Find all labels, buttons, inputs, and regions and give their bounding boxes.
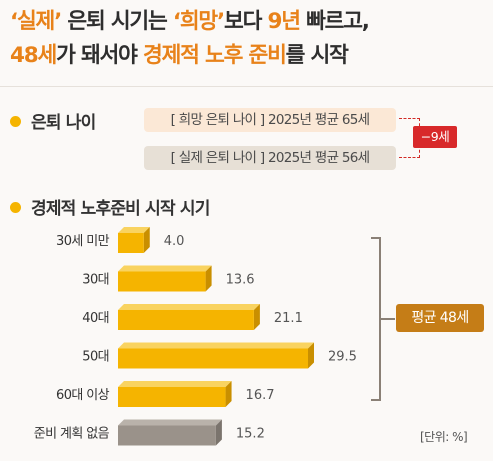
line2-part-1: 가 돼서야 xyxy=(56,43,144,68)
divider xyxy=(0,86,493,87)
line1-part-1: 은퇴 시기는 xyxy=(61,9,173,34)
section-title-retire-age: 은퇴 나이 xyxy=(31,113,96,133)
headline-line-1: ‘실제’ 은퇴 시기는 ‘희망’보다 9년 빠르고, xyxy=(10,4,370,35)
value-label: 16.7 xyxy=(246,388,275,403)
bullet-dot-icon xyxy=(10,116,21,127)
bar xyxy=(118,233,144,253)
value-label: 15.2 xyxy=(236,427,265,442)
bar-top xyxy=(118,381,232,387)
bar-side xyxy=(205,265,212,292)
category-label: 60대 이상 xyxy=(56,388,110,403)
value-label: 21.1 xyxy=(274,311,303,326)
headline-line-2: 48세가 돼서야 경제적 노후 준비를 시작 xyxy=(10,38,349,69)
bar-top xyxy=(118,342,314,349)
average-bracket-tick xyxy=(381,318,395,320)
line1-part-2: ‘희망’ xyxy=(172,9,225,34)
category-label: 30세 미만 xyxy=(56,234,110,249)
line2-part-2: 경제적 노후 준비 xyxy=(143,43,287,68)
bar xyxy=(118,348,308,369)
bar xyxy=(118,425,216,446)
category-label: 30대 xyxy=(82,273,109,288)
line1-part-5: 빠르고, xyxy=(299,9,370,34)
bullet-dot-icon xyxy=(10,202,21,213)
average-bracket xyxy=(371,237,381,401)
unit-note: [단위: %] xyxy=(420,430,468,444)
category-label: 50대 xyxy=(82,350,109,365)
hope-retire-age-box: [ 희망 은퇴 나이 ] 2025년 평균 65세 xyxy=(144,108,396,132)
bar xyxy=(118,271,206,292)
bar-top xyxy=(118,227,150,233)
bar xyxy=(118,387,226,407)
line1-part-4: 9년 xyxy=(267,9,301,34)
bar-top xyxy=(118,265,212,272)
gap-badge: −9세 xyxy=(413,126,457,148)
average-age-badge: 평균 48세 xyxy=(396,304,484,332)
line1-part-3: 보다 xyxy=(223,9,268,34)
bar-side xyxy=(253,304,260,330)
real-retire-age-box: [ 실제 은퇴 나이 ] 2025년 평균 56세 xyxy=(144,146,396,170)
line2-part-3: 를 시작 xyxy=(285,43,349,68)
value-label: 13.6 xyxy=(226,273,255,288)
category-label: 준비 계획 없음 xyxy=(34,427,110,442)
bar-side xyxy=(143,227,150,253)
bar-top xyxy=(118,419,222,426)
value-label: 4.0 xyxy=(164,234,185,249)
value-label: 29.5 xyxy=(328,350,357,365)
section-title-prep-start: 경제적 노후준비 시작 시기 xyxy=(31,199,210,219)
bar-chart: 30세 미만 4.0 30대 13.6 40대 21.1 50대 29.5 60대 이상 16.7… xyxy=(34,227,357,446)
bar-top xyxy=(118,304,260,310)
bar-side xyxy=(308,342,314,369)
line2-part-0: 48세 xyxy=(10,43,57,68)
line1-part-0: ‘실제’ xyxy=(10,9,62,34)
category-label: 40대 xyxy=(82,311,109,326)
bar-side xyxy=(225,381,232,407)
bar-side xyxy=(215,419,222,446)
bar xyxy=(118,310,254,330)
